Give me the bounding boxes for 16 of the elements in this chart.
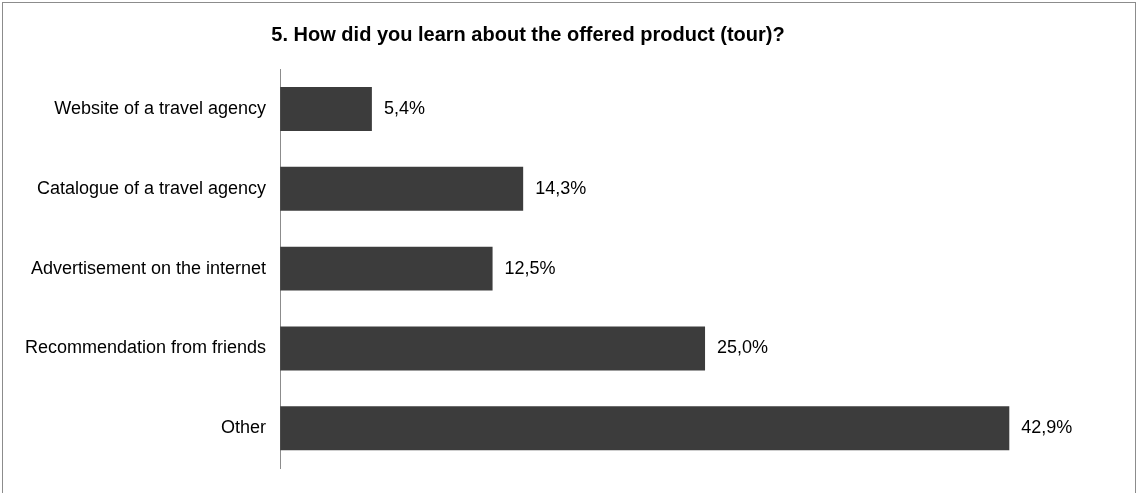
bar — [280, 406, 1010, 451]
bar — [280, 246, 493, 291]
data-label: 42,9% — [1021, 417, 1073, 438]
y-tick-label: Other — [221, 417, 267, 438]
data-label: 14,3% — [535, 177, 587, 198]
data-label: 5,4% — [383, 97, 425, 118]
chart-title: 5. How did you learn about the offered product (tour)? — [271, 22, 785, 45]
data-label: 25,0% — [717, 337, 769, 358]
bar — [280, 86, 372, 131]
y-tick-label: Recommendation from friends — [24, 337, 267, 358]
y-tick-label: Catalogue of a travel agency — [36, 177, 267, 198]
bar — [280, 166, 524, 211]
data-label: 12,5% — [504, 257, 556, 278]
bar — [280, 326, 706, 371]
y-tick-label: Advertisement on the internet — [30, 257, 267, 278]
y-tick-label: Website of a travel agency — [54, 97, 267, 118]
